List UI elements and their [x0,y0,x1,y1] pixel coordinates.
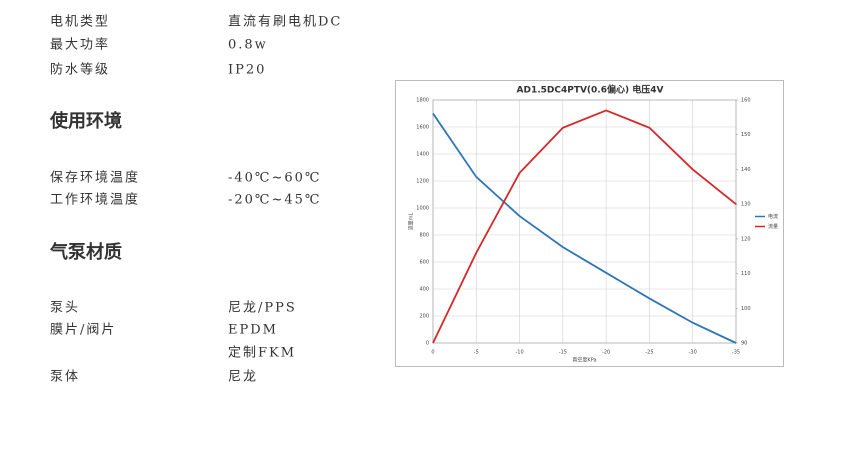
y2-tick-label: 130 [741,202,751,208]
chart-title: AD1.5DC4PTV(0.6偏心) 电压4V [517,84,664,96]
spec-value: 0.8w [228,38,268,53]
spec-label: 电机类型 [50,15,110,30]
spec-value: 尼龙 [228,370,258,385]
spec-value: 尼龙/PPS [228,301,297,316]
y-tick-label: 400 [419,287,429,293]
spec-value: -20℃~45℃ [228,193,321,208]
spec-value: 直流有刷电机DC [228,15,342,30]
y-tick-label: 1800 [416,98,429,104]
spec-value: 定制FKM [228,346,296,361]
y2-tick-label: 160 [741,98,751,104]
x-tick-label: -10 [515,350,523,356]
y-tick-label: 1200 [416,179,429,185]
plot-area [432,99,737,344]
y-tick-label: 800 [419,233,429,239]
spec-value: EPDM [228,323,278,338]
spec-label: 工作环境温度 [50,192,140,208]
spec-label: 泵头 [50,301,80,316]
y-tick-label: 200 [419,314,429,320]
spec-label: 保存环境温度 [50,170,140,186]
x-tick-label: 0 [431,350,434,356]
x-tick-label: -20 [602,350,610,356]
x-tick-label: -30 [689,350,697,356]
y-tick-label: 0 [426,341,429,347]
series-line [432,112,737,344]
y2-tick-label: 120 [741,236,751,242]
x-tick-label: -25 [645,350,653,356]
y-tick-label: 600 [419,260,429,266]
section-heading: 气泵材质 [49,241,122,263]
y2-tick-label: 150 [741,132,751,138]
x-tick-label: -35 [732,350,740,356]
section-heading: 使用环境 [49,110,122,132]
y2-tick-label: 90 [741,341,747,347]
y-axis-label: 流量mL [408,212,415,230]
x-tick-label: -5 [474,350,479,356]
spec-label: 泵体 [50,370,80,385]
series-line [432,109,737,344]
spec-label: 最大功率 [50,37,110,53]
chart-frame [395,80,784,367]
legend-label: 电流 [768,213,778,220]
y2-tick-label: 140 [741,167,751,173]
spec-value: IP20 [228,63,266,78]
spec-label: 膜片/阀片 [50,323,116,338]
y-tick-label: 1400 [416,152,429,158]
spec-value: -40℃~60℃ [228,171,321,186]
x-axis-label: 真空度KPa [572,357,596,364]
legend-label: 流量 [768,223,778,230]
y2-tick-label: 110 [741,271,751,277]
spec-label: 防水等级 [50,62,110,78]
y-tick-label: 1600 [416,125,429,131]
y-tick-label: 1000 [416,206,429,212]
y2-tick-label: 100 [741,306,751,312]
x-tick-label: -15 [559,350,567,356]
